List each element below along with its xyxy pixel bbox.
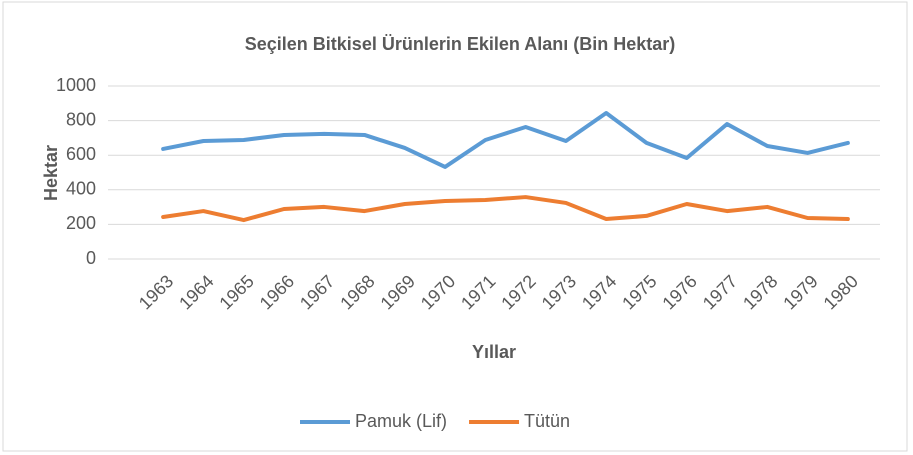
legend-label: Pamuk (Lif)	[355, 411, 447, 431]
legend-label: Tütün	[524, 411, 570, 431]
y-tick-label: 600	[66, 144, 96, 164]
y-tick-label: 400	[66, 179, 96, 199]
y-tick-label: 0	[86, 248, 96, 268]
line-series	[161, 110, 850, 169]
y-axis-title: Hektar	[41, 145, 61, 201]
x-axis-title: Yıllar	[472, 342, 516, 362]
y-tick-label: 200	[66, 213, 96, 233]
line-series	[161, 195, 850, 223]
y-tick-label: 1000	[56, 75, 96, 95]
y-tick-label: 800	[66, 109, 96, 129]
chart-title: Seçilen Bitkisel Ürünlerin Ekilen Alanı …	[245, 34, 675, 54]
